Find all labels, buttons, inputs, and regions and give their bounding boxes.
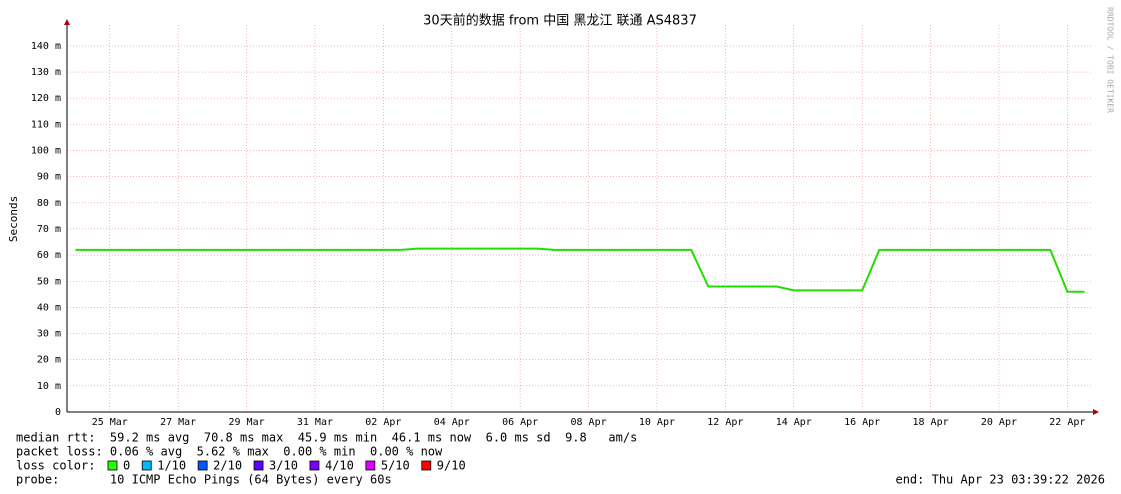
x-tick-label: 02 Apr — [365, 417, 401, 428]
legend-label: 5/10 — [381, 459, 410, 473]
median-line — [75, 247, 1085, 293]
y-tick-label: 50 m — [37, 276, 61, 287]
y-tick-label: 90 m — [37, 172, 61, 183]
legend-swatch — [141, 460, 152, 471]
probe-info: probe: 10 ICMP Echo Pings (64 Bytes) eve… — [16, 473, 392, 487]
x-tick-label: 25 Mar — [92, 417, 128, 428]
x-arrow — [1093, 409, 1099, 415]
y-axis-label: Seconds — [7, 196, 20, 242]
loss-stats: packet loss: 0.06 % avg 5.62 % max 0.00 … — [16, 445, 443, 459]
x-tick-label: 18 Apr — [912, 417, 948, 428]
legend-swatch — [365, 460, 376, 471]
legend-swatch — [107, 460, 118, 471]
x-tick-label: 22 Apr — [1049, 417, 1085, 428]
x-tick-label: 06 Apr — [502, 417, 538, 428]
x-tick-label: 14 Apr — [776, 417, 812, 428]
rtt-stats: median rtt: 59.2 ms avg 70.8 ms max 45.9… — [16, 431, 637, 445]
end-time: end: Thu Apr 23 03:39:22 2026 — [895, 473, 1105, 487]
plot — [75, 247, 1085, 293]
y-tick-label: 120 m — [31, 93, 61, 104]
legend-swatch — [309, 460, 320, 471]
x-tick-label: 04 Apr — [434, 417, 470, 428]
legend-label: 9/10 — [437, 459, 466, 473]
y-tick-label: 0 — [55, 407, 61, 418]
x-tick-label: 31 Mar — [297, 417, 333, 428]
x-tick-label: 08 Apr — [570, 417, 606, 428]
y-tick-label: 10 m — [37, 381, 61, 392]
legend-label: 1/10 — [157, 459, 186, 473]
x-tick-label: 20 Apr — [981, 417, 1017, 428]
legend-swatch — [197, 460, 208, 471]
y-tick-label: 140 m — [31, 41, 61, 52]
y-tick-label: 70 m — [37, 224, 61, 235]
x-tick-label: 29 Mar — [228, 417, 264, 428]
y-tick-label: 130 m — [31, 67, 61, 78]
y-tick-label: 60 m — [37, 250, 61, 261]
x-tick-label: 27 Mar — [160, 417, 196, 428]
y-tick-label: 110 m — [31, 119, 61, 130]
x-tick-label: 12 Apr — [707, 417, 743, 428]
legend-swatch — [253, 460, 264, 471]
y-arrow — [64, 19, 70, 25]
y-tick-label: 30 m — [37, 329, 61, 340]
x-tick-label: 16 Apr — [844, 417, 880, 428]
y-tick-label: 100 m — [31, 146, 61, 157]
legend-label: 4/10 — [325, 459, 354, 473]
y-tick-label: 80 m — [37, 198, 61, 209]
chart-title: 30天前的数据 from 中国 黑龙江 联通 AS4837 — [423, 13, 697, 29]
y-tick-label: 20 m — [37, 355, 61, 366]
x-tick-label: 10 Apr — [639, 417, 675, 428]
grid — [67, 25, 1093, 413]
watermark: RRDTOOL / TOBI OETIKER — [1106, 7, 1115, 113]
y-tick-label: 40 m — [37, 302, 61, 313]
legend-label: 3/10 — [269, 459, 298, 473]
legend-label: 0 — [123, 459, 130, 473]
loss-legend-label: loss color: — [16, 459, 95, 473]
legend-swatch — [421, 460, 432, 471]
legend-label: 2/10 — [213, 459, 242, 473]
loss-legend: 0 1/10 2/10 3/10 4/10 5/10 9/10 — [107, 459, 466, 473]
